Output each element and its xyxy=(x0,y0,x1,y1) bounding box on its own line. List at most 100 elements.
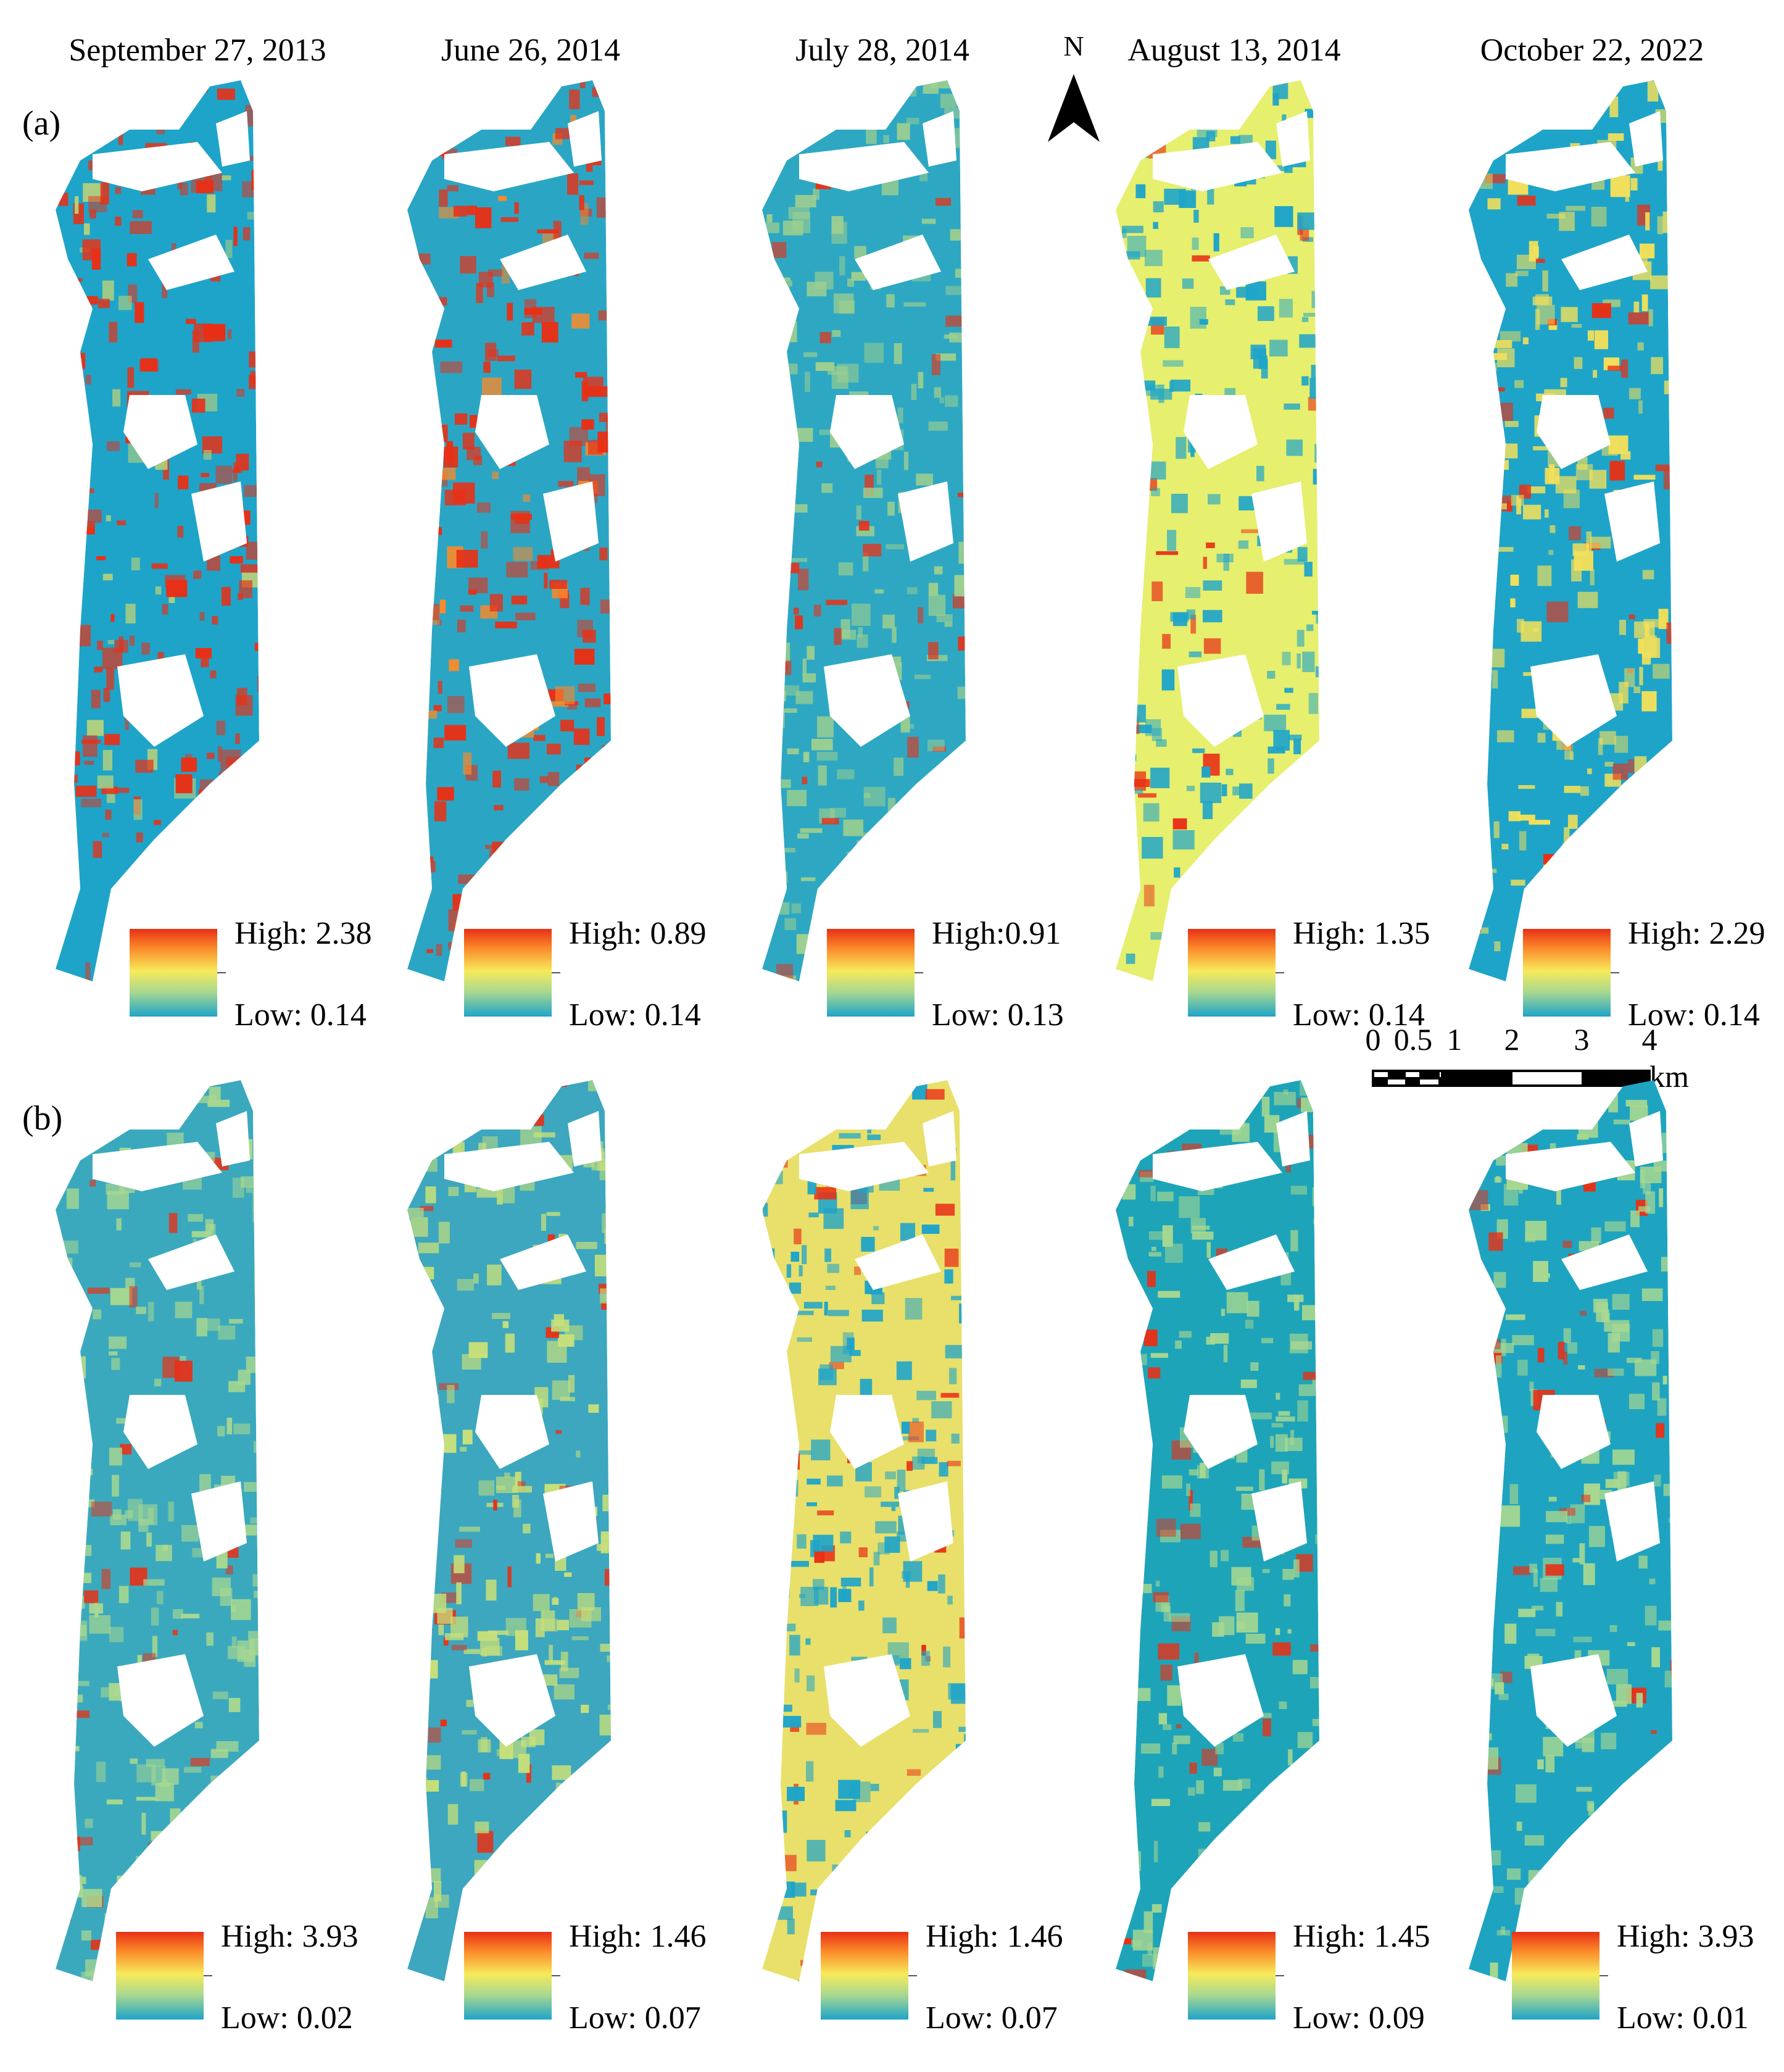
pixel-patch xyxy=(1517,195,1536,206)
pixel-patch xyxy=(1476,470,1493,474)
pixel-patch xyxy=(129,635,135,646)
pixel-patch xyxy=(193,1911,212,1921)
pixel-patch xyxy=(1295,1860,1303,1872)
pixel-patch xyxy=(505,1841,519,1851)
pixel-patch xyxy=(440,361,463,373)
pixel-patch xyxy=(235,733,240,744)
pixel-patch xyxy=(195,648,212,659)
pixel-patch xyxy=(452,482,475,504)
pixel-patch xyxy=(1284,1594,1291,1607)
pixel-patch xyxy=(852,855,862,873)
pixel-patch xyxy=(959,799,966,820)
pixel-patch xyxy=(63,106,85,120)
pixel-patch xyxy=(423,861,436,873)
pixel-patch xyxy=(194,1721,203,1729)
pixel-patch xyxy=(1284,559,1305,565)
pixel-patch xyxy=(1543,96,1549,106)
pixel-patch xyxy=(136,832,143,843)
no-data-gap xyxy=(469,1654,555,1747)
pixel-patch xyxy=(116,1218,122,1231)
pixel-patch xyxy=(594,1254,611,1276)
pixel-patch xyxy=(792,221,798,230)
pixel-patch xyxy=(212,1691,228,1699)
pixel-patch xyxy=(156,122,165,135)
no-data-gap xyxy=(1561,1234,1648,1290)
pixel-patch xyxy=(151,1607,159,1626)
pixel-patch xyxy=(857,840,868,852)
pixel-patch xyxy=(218,771,238,788)
pixel-patch xyxy=(1626,1357,1642,1363)
pixel-patch xyxy=(1209,1550,1218,1568)
pixel-patch xyxy=(891,1507,896,1512)
pixel-patch xyxy=(233,227,238,246)
pixel-patch xyxy=(1172,818,1187,830)
pixel-patch xyxy=(461,1123,467,1140)
pixel-patch xyxy=(829,807,846,818)
pixel-patch xyxy=(1469,613,1477,619)
pixel-patch xyxy=(60,1241,78,1254)
pixel-patch xyxy=(599,547,608,560)
pixel-patch xyxy=(906,884,920,898)
pixel-patch xyxy=(223,1958,241,1965)
pixel-patch xyxy=(473,456,483,465)
pixel-patch xyxy=(199,779,217,796)
pixel-patch xyxy=(1641,834,1654,846)
pixel-patch xyxy=(450,1616,468,1637)
pixel-patch xyxy=(168,1213,178,1233)
pixel-patch xyxy=(419,1486,425,1504)
pixel-patch xyxy=(557,1620,569,1631)
pixel-patch xyxy=(1488,1432,1500,1444)
pixel-patch xyxy=(1247,1300,1259,1317)
pixel-patch xyxy=(1129,554,1142,564)
pixel-patch xyxy=(1580,1310,1587,1316)
pixel-patch xyxy=(1643,618,1666,628)
no-data-gap xyxy=(799,1142,929,1191)
pixel-patch xyxy=(1188,1787,1195,1796)
pixel-patch xyxy=(610,1597,611,1603)
pixel-patch xyxy=(1121,296,1133,317)
pixel-patch xyxy=(190,1758,210,1766)
pixel-patch xyxy=(486,1579,497,1601)
pixel-patch xyxy=(894,1871,901,1879)
pixel-patch xyxy=(529,94,534,106)
pixel-patch xyxy=(94,1105,102,1121)
pixel-patch xyxy=(62,278,83,282)
pixel-patch xyxy=(447,1804,458,1825)
pixel-patch xyxy=(1546,1511,1567,1523)
pixel-patch xyxy=(1590,569,1595,586)
pixel-patch xyxy=(1116,422,1122,431)
pixel-patch xyxy=(1493,821,1500,838)
pixel-patch xyxy=(784,1105,805,1113)
pixel-patch xyxy=(1620,1959,1635,1976)
pixel-patch xyxy=(412,253,431,265)
pixel-patch xyxy=(884,85,895,95)
pixel-patch xyxy=(1651,1729,1657,1734)
pixel-patch xyxy=(407,1795,423,1815)
pixel-patch xyxy=(949,332,966,343)
pixel-patch xyxy=(1279,299,1293,318)
pixel-patch xyxy=(610,526,611,538)
pixel-patch xyxy=(448,1186,459,1196)
pixel-patch xyxy=(455,1539,472,1548)
pixel-patch xyxy=(815,362,834,371)
pixel-patch xyxy=(228,886,247,904)
pixel-patch xyxy=(832,330,841,337)
pixel-patch xyxy=(207,1931,216,1936)
pixel-patch xyxy=(963,309,966,320)
pixel-patch xyxy=(807,1675,815,1692)
pixel-patch xyxy=(1288,1851,1301,1867)
pixel-patch xyxy=(1199,319,1208,325)
pixel-patch xyxy=(600,599,611,614)
pixel-patch xyxy=(549,1911,554,1916)
pixel-patch xyxy=(856,506,861,520)
pixel-patch xyxy=(882,614,895,629)
pixel-patch xyxy=(887,501,895,516)
pixel-patch xyxy=(87,720,104,736)
pixel-patch xyxy=(549,1797,556,1813)
pixel-patch xyxy=(782,1112,791,1124)
pixel-patch xyxy=(1124,1097,1135,1109)
pixel-patch xyxy=(104,734,120,746)
pixel-patch xyxy=(1639,667,1643,686)
pixel-patch xyxy=(1642,570,1654,580)
pixel-patch xyxy=(800,1960,813,1966)
